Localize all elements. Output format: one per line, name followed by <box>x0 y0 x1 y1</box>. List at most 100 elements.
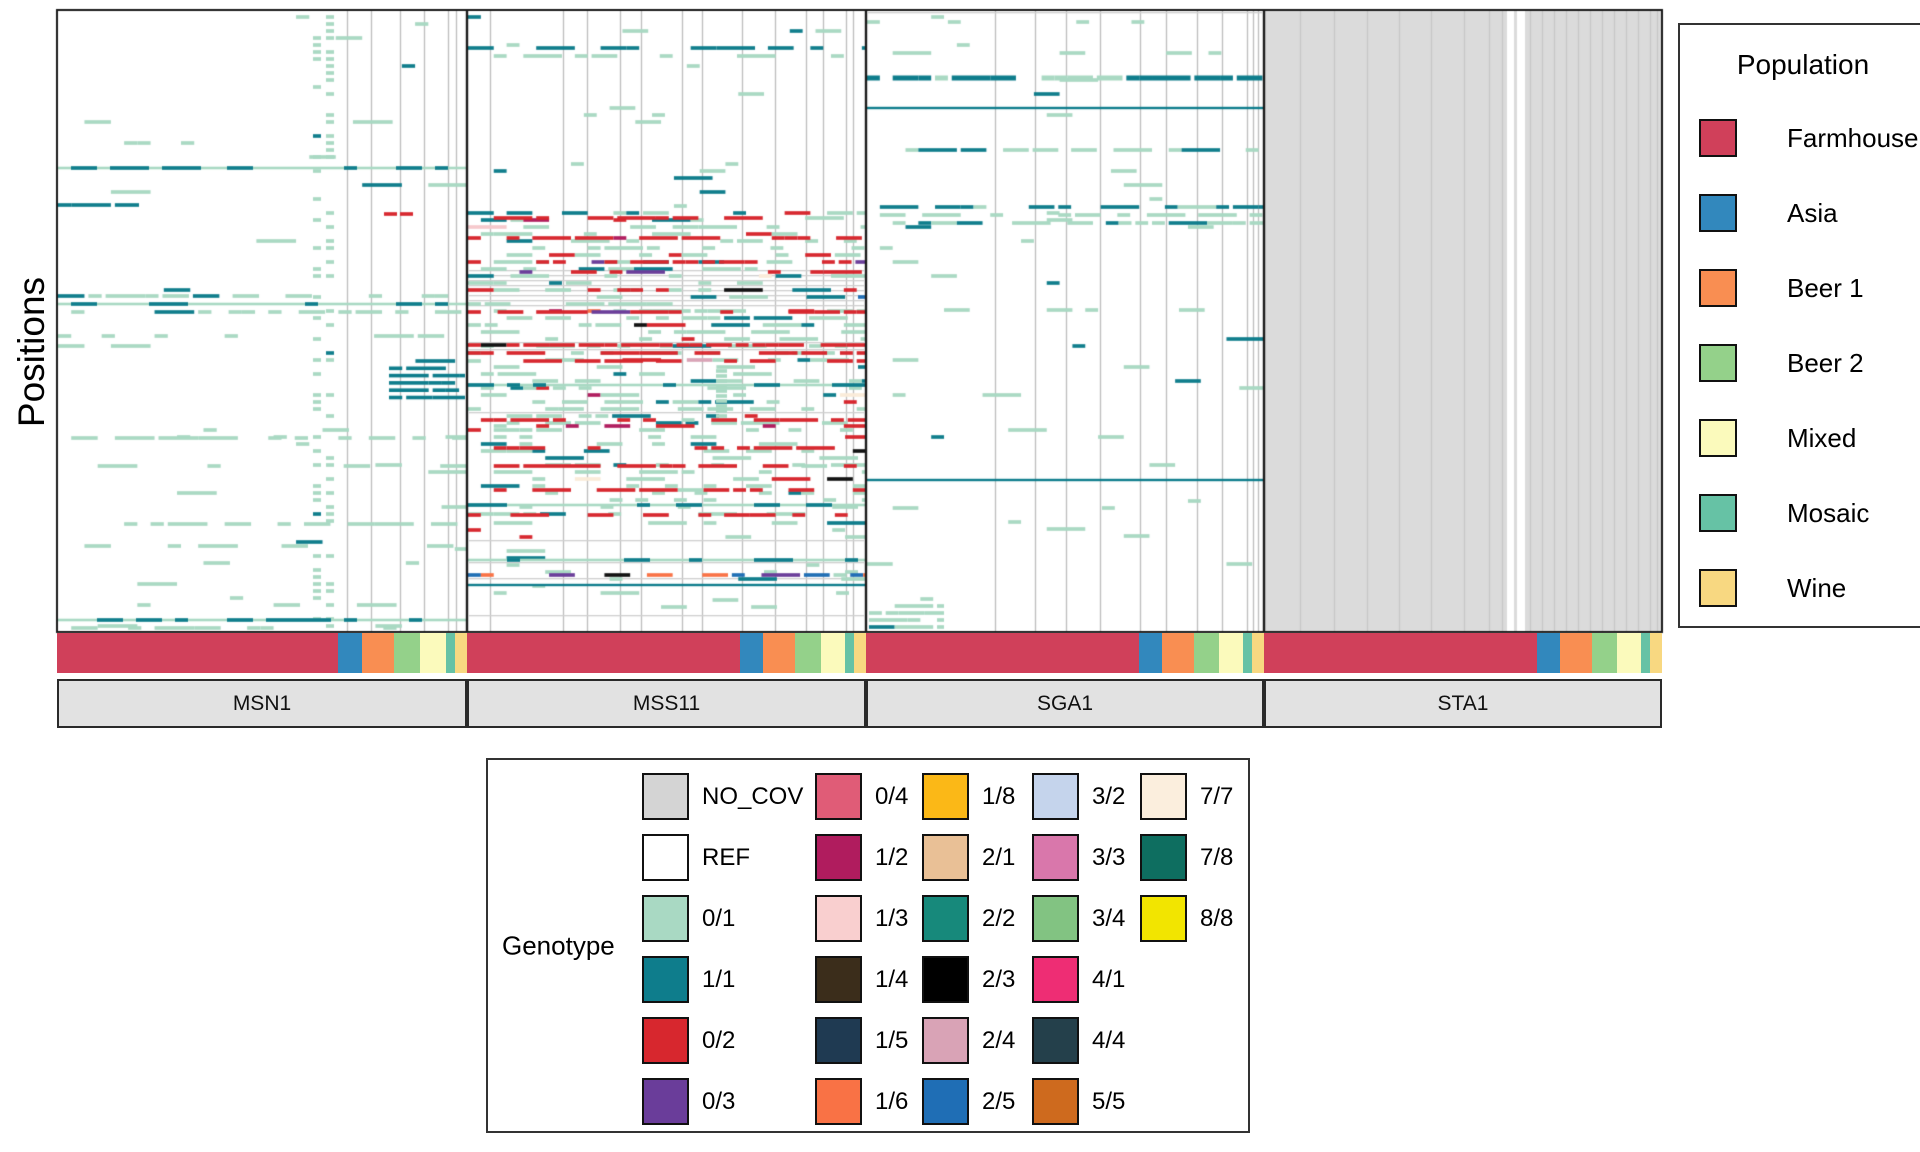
genotype-label: 1/1 <box>702 965 736 993</box>
genotype-swatch <box>815 834 862 881</box>
population-legend-item: Beer 1 <box>1699 269 1919 307</box>
population-bar-segment <box>1641 633 1651 673</box>
population-bar-segment <box>1243 633 1253 673</box>
population-bar-segment <box>445 633 456 673</box>
population-swatch <box>1699 269 1737 307</box>
population-legend-item: Mixed <box>1699 419 1919 457</box>
genotype-legend-item: 7/8 <box>1140 834 1233 881</box>
population-bar-segment <box>1264 633 1538 673</box>
genotype-label: 2/5 <box>982 1087 1016 1115</box>
genotype-legend-item: 1/6 <box>815 1078 908 1125</box>
genotype-legend-item: 8/8 <box>1140 895 1233 942</box>
panel-strip-label: MSS11 <box>632 691 701 715</box>
population-bar-segment <box>854 633 867 673</box>
genotype-label: 2/3 <box>982 965 1016 993</box>
genotype-label: 8/8 <box>1200 904 1234 932</box>
population-bar-segment <box>1650 633 1663 673</box>
genotype-label: 3/4 <box>1092 904 1126 932</box>
genotype-label: 1/5 <box>875 1026 909 1054</box>
population-swatch <box>1699 569 1737 607</box>
population-bar-segment <box>361 633 395 673</box>
population-legend-title: Population <box>1736 49 1870 80</box>
genotype-legend-column: NO_COV REF 0/1 1/1 0/2 0/3 <box>642 773 803 1125</box>
genotype-label: 1/3 <box>875 904 909 932</box>
genotype-swatch <box>815 895 862 942</box>
y-axis-label: Positions <box>11 276 52 428</box>
population-bar-segment <box>1591 633 1618 673</box>
population-legend-item: Wine <box>1699 569 1919 607</box>
genotype-swatch <box>815 956 862 1003</box>
genotype-legend-item: 1/2 <box>815 834 908 881</box>
population-bar-segment <box>1559 633 1593 673</box>
genotype-label: 0/3 <box>702 1087 736 1115</box>
population-bar-segment <box>1616 633 1642 673</box>
population-label: Beer 2 <box>1787 347 1864 378</box>
genotype-label: REF <box>702 843 750 871</box>
genotype-swatch <box>815 1017 862 1064</box>
genotype-label: 3/2 <box>1092 782 1126 810</box>
genotype-swatch <box>922 895 969 942</box>
population-swatch <box>1699 494 1737 532</box>
panel-strip-box: STA1 <box>1264 679 1662 728</box>
genotype-swatch <box>642 1017 689 1064</box>
genotype-swatch <box>1032 1078 1079 1125</box>
population-bar <box>57 633 1663 673</box>
panel-strip-box: MSN1 <box>57 679 467 728</box>
genotype-legend-item: 0/1 <box>642 895 803 942</box>
genotype-legend-item: 1/5 <box>815 1017 908 1064</box>
genotype-legend-item: 2/3 <box>922 956 1015 1003</box>
panel-strip-label: SGA1 <box>1036 691 1094 715</box>
population-bar-segment <box>467 633 741 673</box>
population-bar-segment <box>57 633 339 673</box>
genotype-swatch <box>1032 895 1079 942</box>
genotype-heatmap <box>0 0 1920 640</box>
population-bar-segment <box>420 633 447 673</box>
genotype-label: 7/8 <box>1200 843 1234 871</box>
genotype-label: 3/3 <box>1092 843 1126 871</box>
genotype-swatch <box>1140 773 1187 820</box>
population-label: Asia <box>1787 197 1838 228</box>
genotype-swatch <box>642 956 689 1003</box>
population-label: Mixed <box>1787 422 1857 453</box>
population-bar-segment <box>1161 633 1195 673</box>
population-legend-item: Mosaic <box>1699 494 1919 532</box>
genotype-legend-item: 2/4 <box>922 1017 1015 1064</box>
population-label: Beer 1 <box>1787 272 1864 303</box>
genotype-label: 0/4 <box>875 782 909 810</box>
genotype-legend-item: 1/3 <box>815 895 908 942</box>
genotype-swatch <box>1032 1017 1079 1064</box>
panel-strip-label: MSN1 <box>232 691 292 715</box>
genotype-swatch <box>1140 895 1187 942</box>
genotype-legend-item: REF <box>642 834 803 881</box>
genotype-legend-item: 3/2 <box>1032 773 1125 820</box>
genotype-swatch <box>922 1017 969 1064</box>
population-swatch <box>1699 194 1737 232</box>
genotype-legend-column: 1/8 2/1 2/2 2/3 2/4 2/5 <box>922 773 1015 1125</box>
genotype-label: 0/2 <box>702 1026 736 1054</box>
genotype-legend-item: 0/3 <box>642 1078 803 1125</box>
panel-label-strip: MSN1 MSS11 SGA1 STA1 <box>57 679 1662 728</box>
genotype-legend: Genotype NO_COV REF 0/1 1/1 0/2 0/3 0/4 1/2 1/3 1… <box>486 758 1250 1133</box>
population-legend-item: Beer 2 <box>1699 344 1919 382</box>
genotype-label: 5/5 <box>1092 1087 1126 1115</box>
genotype-swatch <box>922 773 969 820</box>
genotype-swatch <box>922 834 969 881</box>
panel-strip-label: STA1 <box>1437 691 1489 715</box>
genotype-swatch <box>815 773 862 820</box>
genotype-swatch <box>815 1078 862 1125</box>
population-bar-segment <box>1252 633 1265 673</box>
genotype-label: 2/1 <box>982 843 1016 871</box>
population-bar-segment <box>454 633 468 673</box>
population-bar-segment <box>820 633 846 673</box>
population-bar-segment <box>1193 633 1220 673</box>
genotype-legend-item: NO_COV <box>642 773 803 820</box>
population-label: Farmhouse <box>1787 122 1919 153</box>
population-bar-segment <box>337 633 363 673</box>
genotype-legend-item: 7/7 <box>1140 773 1233 820</box>
population-bar-segment <box>394 633 421 673</box>
population-label: Wine <box>1787 572 1847 603</box>
genotype-swatch <box>922 956 969 1003</box>
panel-strip-box: MSS11 <box>467 679 866 728</box>
population-legend-item: Farmhouse <box>1699 119 1919 157</box>
genotype-swatch <box>642 1078 689 1125</box>
